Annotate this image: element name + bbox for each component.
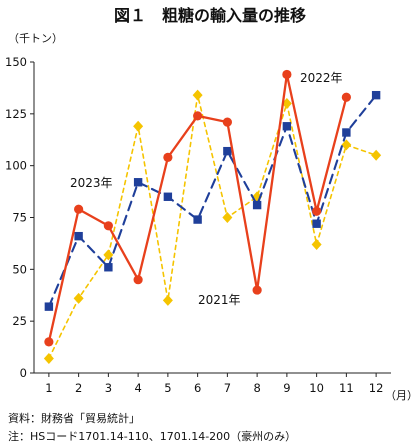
x-tick-label: 2 — [75, 381, 82, 395]
x-tick-label: 6 — [194, 381, 201, 395]
series-line-0 — [48, 94, 377, 360]
point-1-3 — [133, 178, 143, 187]
x-tick-label: 11 — [339, 381, 354, 395]
point-2-1 — [74, 204, 84, 214]
y-tick-label: 25 — [12, 314, 27, 328]
point-2-7 — [252, 285, 262, 295]
y-tick-label: 75 — [12, 211, 27, 225]
point-1-8 — [282, 122, 292, 131]
point-1-6 — [223, 146, 232, 156]
point-0-1 — [73, 292, 84, 304]
point-0-10 — [341, 139, 352, 151]
point-1-11 — [371, 90, 381, 100]
x-tick-label: 10 — [309, 381, 324, 395]
point-1-9 — [312, 219, 321, 228]
point-2-6 — [222, 117, 232, 127]
point-2-10 — [341, 92, 351, 102]
y-tick-label: 100 — [5, 159, 27, 173]
x-tick-label: 9 — [283, 381, 290, 395]
y-axis-unit-label: （千トン） — [8, 32, 63, 45]
point-1-1 — [74, 231, 83, 241]
point-0-11 — [371, 149, 382, 161]
point-2-2 — [103, 221, 113, 231]
source-note: 資料：財務省「貿易統計」 — [8, 411, 140, 425]
x-tick-label: 7 — [224, 381, 231, 395]
point-2-8 — [282, 69, 292, 80]
y-tick-label: 50 — [12, 262, 27, 276]
chart-title: 図１ 粗糖の輸入量の推移 — [114, 6, 306, 25]
point-1-5 — [193, 215, 202, 224]
x-tick-label: 8 — [253, 381, 260, 395]
point-2-5 — [193, 111, 203, 121]
footnote: 注：HSコード1701.14-110、1701.14-200（豪州のみ） — [8, 429, 296, 443]
point-0-6 — [222, 212, 233, 223]
point-2-9 — [312, 206, 322, 216]
x-tick-label: 4 — [134, 381, 141, 395]
annotation-2023: 2023年 — [70, 176, 113, 190]
point-1-0 — [44, 302, 54, 311]
point-0-4 — [162, 294, 173, 306]
point-1-10 — [342, 128, 351, 137]
point-0-0 — [43, 352, 54, 364]
point-0-3 — [133, 120, 144, 132]
y-tick-label: 0 — [20, 366, 27, 380]
point-0-9 — [311, 238, 322, 250]
point-0-5 — [192, 89, 203, 101]
y-tick-label: 150 — [5, 55, 27, 69]
point-1-7 — [252, 200, 262, 210]
x-axis-unit-label: （月） — [385, 389, 418, 402]
point-2-0 — [44, 337, 54, 347]
point-1-4 — [163, 192, 173, 201]
x-tick-label: 1 — [45, 381, 52, 395]
point-2-4 — [163, 152, 173, 162]
point-1-2 — [104, 263, 113, 272]
annotation-2022: 2022年 — [300, 71, 343, 85]
x-tick-label: 3 — [105, 381, 112, 395]
x-tick-label: 12 — [369, 381, 384, 395]
series-line-1 — [47, 94, 378, 308]
x-tick-label: 5 — [164, 381, 171, 395]
point-2-3 — [133, 275, 143, 285]
y-tick-label: 125 — [5, 107, 27, 121]
annotation-2021: 2021年 — [198, 293, 241, 307]
